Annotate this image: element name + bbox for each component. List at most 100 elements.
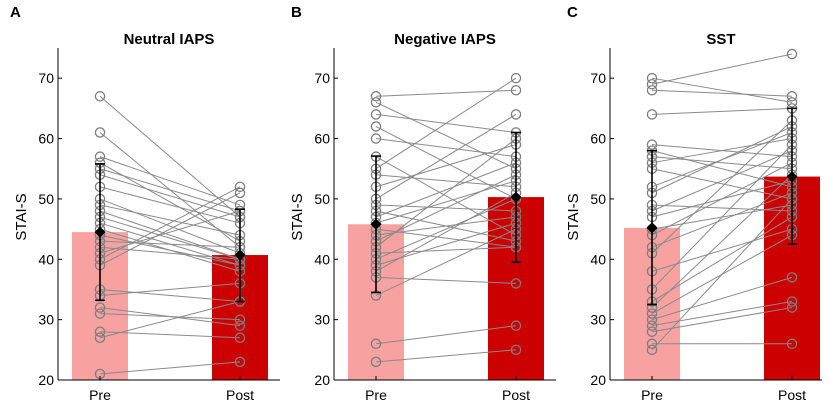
subject-line (651, 53, 793, 85)
subject-line (375, 138, 517, 248)
x-tick-label-post: Post (226, 387, 254, 403)
panel-neutral-iaps: A Neutral IAPS STAI-S Pre Post 20 30 40 50 6… (10, 4, 280, 403)
subject-line (375, 192, 517, 272)
subject-line (651, 198, 793, 351)
subject-point (646, 72, 658, 84)
mean-marker (786, 171, 798, 183)
subject-line (651, 307, 793, 333)
subject-line (99, 361, 241, 375)
subject-point (646, 326, 658, 337)
panel-letter-b: B (291, 4, 302, 21)
y-tick-label: 50 (38, 191, 54, 207)
subject-point (510, 320, 522, 331)
mean-marker (234, 249, 246, 261)
y-tick-label: 40 (314, 251, 330, 267)
subject-line (651, 301, 793, 327)
x-tick-label-pre: Pre (365, 387, 387, 403)
subject-line (651, 216, 793, 302)
subject-line (375, 198, 517, 260)
subject-line (375, 101, 517, 170)
y-tick-label: 60 (590, 131, 606, 147)
subject-line (651, 162, 793, 236)
subject-point (646, 78, 658, 90)
y-tick-label: 50 (590, 191, 606, 207)
y-tick-label: 70 (38, 70, 54, 86)
subject-line (99, 204, 241, 236)
y-tick-label: 30 (314, 312, 330, 328)
subject-point (94, 151, 106, 162)
subject-line (651, 150, 793, 212)
subject-point (510, 344, 522, 356)
subject-line (99, 240, 241, 248)
subject-point (786, 338, 798, 350)
mean-marker (646, 222, 658, 234)
subject-line (651, 89, 793, 97)
x-tick-label-post: Post (778, 387, 806, 403)
mean-marker (370, 218, 382, 230)
y-axis-label: STAI-S (565, 193, 582, 240)
subject-point (370, 109, 382, 120)
subject-point (786, 272, 798, 283)
subject-line (651, 204, 793, 212)
subject-line (99, 282, 241, 296)
y-axis-label: STAI-S (13, 193, 30, 240)
subject-point (94, 127, 106, 138)
subject-point (370, 91, 382, 102)
subject-line (99, 95, 241, 218)
subject-line (375, 216, 517, 236)
y-tick-label: 60 (38, 131, 54, 147)
subject-line (375, 89, 517, 97)
subject-line (99, 301, 241, 339)
subject-line (99, 210, 241, 260)
subject-line (99, 234, 241, 266)
subject-line (375, 349, 517, 363)
y-tick-label: 60 (314, 131, 330, 147)
subject-line (651, 77, 793, 103)
subject-point (234, 181, 246, 193)
subject-line (375, 174, 517, 188)
subject-line (99, 174, 241, 218)
subject-point (646, 139, 658, 150)
subject-point (786, 97, 798, 108)
subject-line (375, 77, 517, 170)
subject-line (99, 246, 241, 260)
subject-line (99, 156, 241, 206)
subject-line (375, 276, 517, 284)
subject-point (510, 85, 522, 96)
subject-line (651, 138, 793, 164)
subject-point (646, 320, 658, 331)
y-tick-label: 70 (314, 70, 330, 86)
y-tick-label: 30 (38, 312, 54, 328)
subject-line (651, 192, 793, 248)
subject-line (375, 156, 517, 236)
subject-point (234, 314, 246, 325)
panel-letter-a: A (10, 4, 21, 21)
subject-point (234, 332, 246, 343)
subject-point (646, 85, 658, 96)
subject-line (99, 313, 241, 321)
subject-line (375, 113, 517, 200)
subject-point (786, 91, 798, 102)
subject-point (370, 338, 382, 350)
chart-title: Neutral IAPS (124, 31, 215, 48)
subject-line (651, 228, 793, 272)
subject-line (651, 126, 793, 194)
subject-line (99, 288, 241, 303)
subject-point (234, 356, 246, 368)
subject-point (94, 302, 106, 313)
subject-line (99, 331, 241, 339)
subject-point (370, 133, 382, 144)
subject-point (370, 97, 382, 108)
subject-point (646, 314, 658, 325)
subject-point (646, 308, 658, 319)
subject-point (786, 302, 798, 313)
panel-negative-iaps: B Negative IAPS STAI-S Pre Post 20 30 40 50… (289, 4, 556, 403)
subject-point (94, 326, 106, 337)
subject-line (375, 174, 517, 242)
subject-point (94, 91, 106, 102)
subject-line (375, 162, 517, 218)
y-tick-label: 70 (590, 70, 606, 86)
subject-line (375, 144, 517, 188)
subject-line (651, 150, 793, 188)
y-tick-label: 20 (38, 372, 54, 388)
